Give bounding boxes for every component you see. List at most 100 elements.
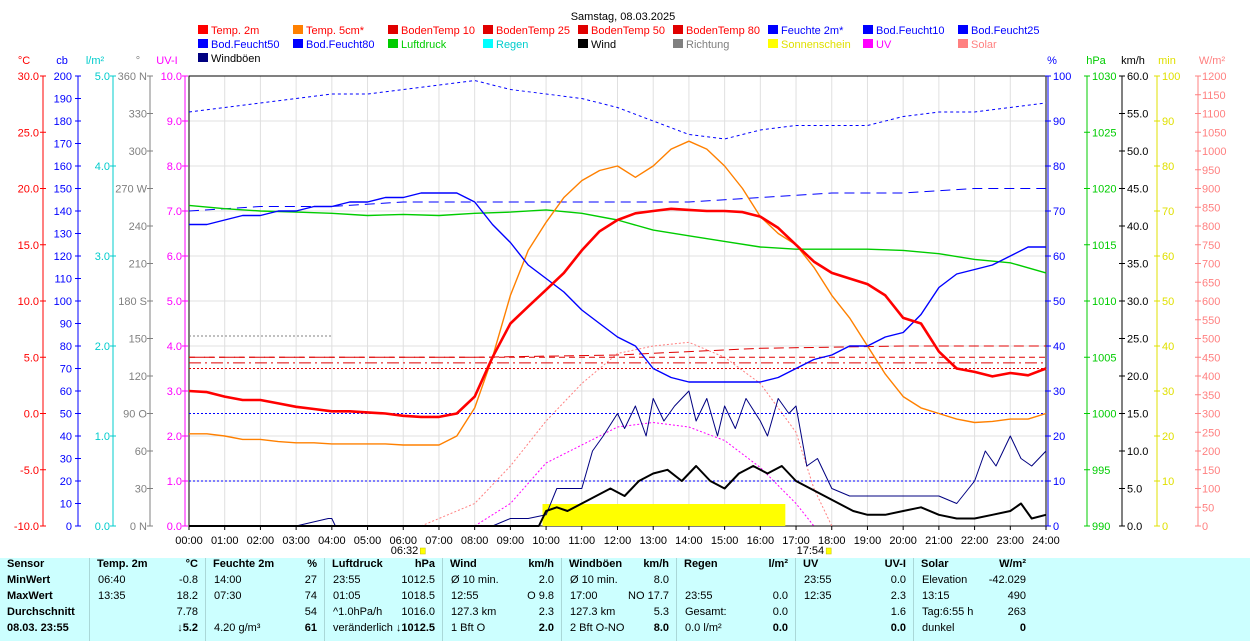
panel-cell: 2.3 [890,590,906,602]
axis-unit-uv: UV-I [156,55,177,67]
panel-cell: 0 [1019,622,1026,634]
series-bodentemp-10 [189,345,1046,358]
series-bod-feucht10 [188,80,1047,140]
panel-cell: 54 [304,606,317,618]
panel-cell: Ø 10 min. [451,574,499,586]
panel-cell: 5.3 [653,606,669,618]
x-tick-label: 05:00 [354,535,382,547]
legend-swatch [673,25,683,34]
axis-unit-hum: % [1047,55,1057,67]
axis-tick-cb: 80 [60,341,72,353]
sun-marker [420,547,426,555]
panel-cell: Ø 10 min. [570,574,618,586]
legend-label: Solar [971,39,997,51]
legend-swatch [483,39,493,48]
panel-cell: 23:55 [333,574,361,586]
panel-cell: Regen [684,558,718,570]
panel-cell: 0.0 [890,574,906,586]
axis-tick-dir: 240 [129,221,147,233]
axis-tick-cb: 170 [54,139,72,151]
axis-tick-hum: 40 [1053,341,1065,353]
panel-cell: 0.0 l/m² [685,622,722,634]
axis-tick-solar: 950 [1202,165,1220,177]
axis-tick-press: 1030 [1092,71,1116,83]
x-axis: 00:00 01:00 02:00 03:00 04:00 05:00 06:00 07:00… [175,526,1060,557]
sun-time-label: 17:54 [797,545,825,557]
legend-label: Feuchte 2m* [781,25,844,37]
legend-swatch [293,25,303,34]
axis-tick-temp: 30.0 [18,71,39,83]
axis-tick-wind: 45.0 [1127,184,1148,196]
axis-tick-temp: 25.0 [18,127,39,139]
series-temp-2m [188,207,1047,419]
axis-tick-rain: 5.0 [95,71,110,83]
panel-cell: 2 Bft O-NO [570,622,625,634]
axis-unit-solar: W/m² [1199,55,1226,67]
panel-cell: 8.0 [653,622,669,634]
axis-tick-press: 1000 [1092,409,1116,421]
axis-tick-temp: 5.0 [24,352,39,364]
panel-cell: 1018.5 [401,590,435,602]
axis-tick-uv: 2.0 [167,431,182,443]
legend-swatch [958,39,968,48]
panel-cell: 7.78 [176,606,198,618]
legend-swatch [198,25,208,34]
axis-unit-sun: min [1158,55,1176,67]
axis-tick-press: 1025 [1092,127,1116,139]
x-tick-label: 03:00 [282,535,310,547]
legend-swatch [388,39,398,48]
axis-tick-cb: 10 [60,499,72,511]
axis-tick-wind: 0.0 [1127,521,1142,533]
axis-tick-dir: 300 [129,146,147,158]
panel-cell: MinWert [7,574,51,586]
axis-tick-solar: 600 [1202,296,1220,308]
axis-tick-dir: 210 [129,259,147,271]
legend-label: Bod.Feucht50 [211,39,280,51]
panel-cell: Tag:6:55 h [922,606,974,618]
x-tick-label: 16:00 [747,535,775,547]
axis-tick-cb: 160 [54,161,72,173]
panel-cell: ↓5.2 [177,622,198,634]
panel-cell: 0.0 [890,622,906,634]
x-tick-label: 08:00 [461,535,489,547]
axis-tick-cb: 200 [54,71,72,83]
panel-cell: 01:05 [333,590,361,602]
panel-cell: 1 Bft O [451,622,486,634]
panel-cell: 2.0 [538,574,554,586]
axis-tick-uv: 10.0 [161,71,182,83]
legend-label: Regen [496,39,528,51]
panel-cell: 127.3 km [570,606,616,618]
axis-tick-uv: 9.0 [167,116,182,128]
axis-tick-wind: 40.0 [1127,221,1148,233]
x-tick-label: 21:00 [925,535,953,547]
x-tick-label: 17:00 [782,535,810,547]
axis-tick-wind: 25.0 [1127,334,1148,346]
axis-tick-dir: 150 [129,334,147,346]
panel-column: Windböen km/h Ø 10 min. 8.0 17:00 NO 17.7 127.… [561,558,677,641]
axis-tick-uv: 4.0 [167,341,182,353]
legend-label: Bod.Feucht10 [876,25,945,37]
x-tick-label: 06:00 [389,535,417,547]
panel-cell: Windböen [569,558,623,570]
axis-tick-solar: 750 [1202,240,1220,252]
panel-cell: Elevation [922,574,968,586]
panel-cell: W/m² [999,558,1026,570]
axis-tick-cb: 190 [54,94,72,106]
axis-tick-sun: 60 [1162,251,1174,263]
sun-marker [825,547,832,555]
legend-label: Luftdruck [401,39,447,51]
axis-tick-wind: 55.0 [1127,109,1148,121]
axis-tick-hum: 30 [1053,386,1065,398]
axis-tick-solar: 100 [1202,484,1220,496]
panel-cell: veränderlich [333,622,393,634]
axis-tick-wind: 60.0 [1127,71,1148,83]
axis-tick-wind: 20.0 [1127,371,1148,383]
axis-tick-hum: 70 [1053,206,1065,218]
panel-cell: hPa [414,558,435,570]
panel-cell: Sensor [7,558,45,570]
panel-cell: 8.0 [653,574,669,586]
axis-tick-rain: 0.0 [95,521,110,533]
axis-tick-wind: 10.0 [1127,446,1148,458]
panel-cell: 1016.0 [401,606,435,618]
panel-cell: UV [803,558,819,570]
